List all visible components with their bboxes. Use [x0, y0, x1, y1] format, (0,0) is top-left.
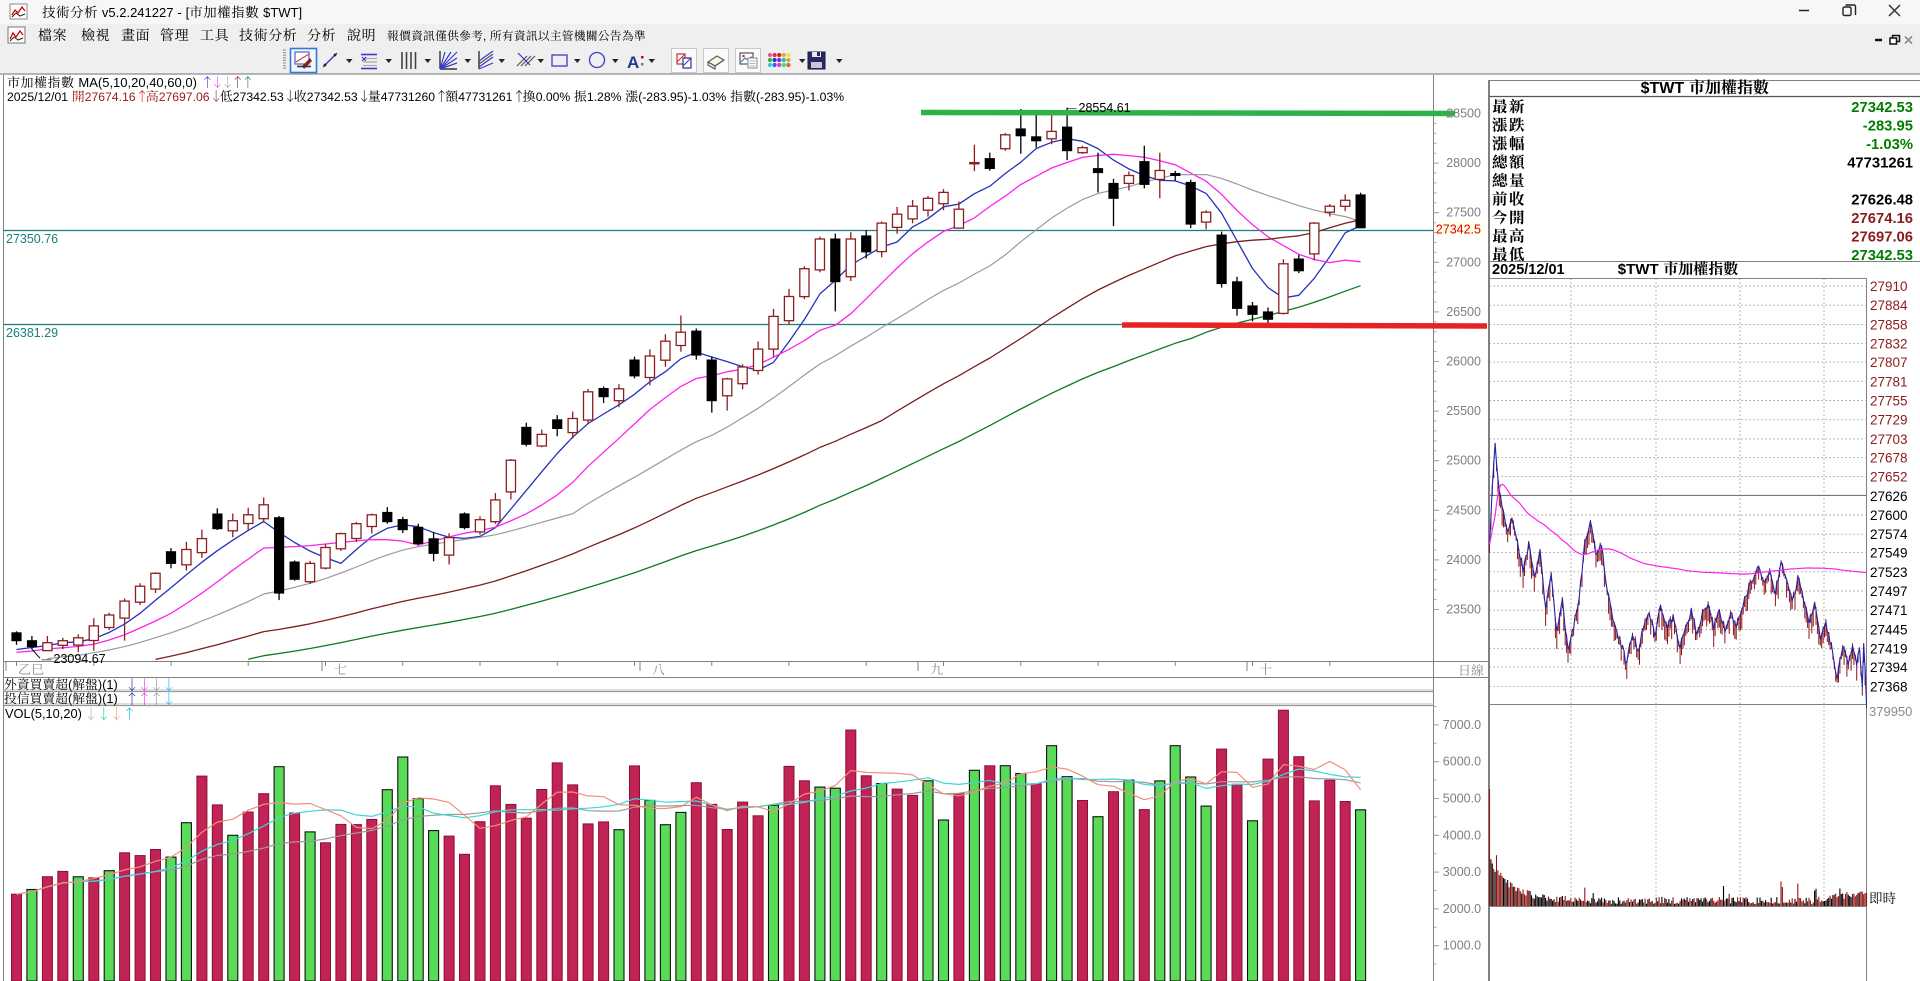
svg-text:)(1): )(1): [98, 677, 118, 692]
svg-text:)(1): )(1): [98, 691, 118, 706]
svg-text:27394: 27394: [1870, 660, 1908, 675]
svg-text:47731261: 47731261: [458, 90, 512, 104]
svg-text:27703: 27703: [1870, 432, 1908, 447]
svg-text:28500: 28500: [1446, 107, 1481, 121]
svg-text:(-283.95)-1.03%: (-283.95)-1.03%: [638, 90, 726, 104]
svg-text:23094.67: 23094.67: [54, 652, 106, 666]
svg-text:27350.76: 27350.76: [6, 232, 58, 246]
svg-text:2025/12/01: 2025/12/01: [7, 90, 68, 104]
svg-text:24000: 24000: [1446, 553, 1481, 567]
svg-text:28000: 28000: [1446, 156, 1481, 170]
svg-text:27549: 27549: [1870, 546, 1908, 561]
svg-text:7000.0: 7000.0: [1443, 718, 1481, 732]
svg-text:27678: 27678: [1870, 450, 1908, 465]
svg-text:27807: 27807: [1870, 355, 1908, 370]
svg-text:3000.0: 3000.0: [1443, 865, 1481, 879]
svg-text:27858: 27858: [1870, 317, 1908, 332]
svg-text:27342.53: 27342.53: [1851, 248, 1913, 264]
svg-text:1000.0: 1000.0: [1443, 939, 1481, 953]
svg-text:27910: 27910: [1870, 279, 1908, 294]
svg-text:379950: 379950: [1869, 704, 1912, 719]
svg-text:27000: 27000: [1446, 255, 1481, 269]
svg-text:27342.5: 27342.5: [1436, 223, 1481, 237]
svg-text:27674.16: 27674.16: [1851, 211, 1913, 227]
svg-text:27626.48: 27626.48: [1851, 193, 1913, 209]
svg-text:27697.06: 27697.06: [1851, 230, 1913, 246]
svg-text:27755: 27755: [1870, 394, 1908, 409]
svg-text:(: (: [68, 691, 73, 706]
svg-text:25500: 25500: [1446, 404, 1481, 418]
svg-text:27342.53: 27342.53: [1851, 100, 1913, 116]
svg-text:25000: 25000: [1446, 454, 1481, 468]
svg-text:MA(5,10,20,40,60,0): MA(5,10,20,40,60,0): [78, 75, 197, 90]
svg-text:27626: 27626: [1870, 489, 1908, 504]
svg-text:2000.0: 2000.0: [1443, 902, 1481, 916]
svg-text:(-283.95)-1.03%: (-283.95)-1.03%: [756, 90, 844, 104]
svg-text:$TWT: $TWT: [1618, 261, 1659, 278]
svg-text:24500: 24500: [1446, 503, 1481, 517]
svg-text:5000.0: 5000.0: [1443, 792, 1481, 806]
svg-text:27574: 27574: [1870, 527, 1908, 542]
svg-text:27729: 27729: [1870, 413, 1908, 428]
svg-text:1.28%: 1.28%: [587, 90, 622, 104]
svg-text:27884: 27884: [1870, 298, 1908, 313]
svg-text:-283.95: -283.95: [1863, 119, 1913, 135]
svg-text:27674.16: 27674.16: [85, 90, 136, 104]
svg-text:2025/12/01: 2025/12/01: [1492, 262, 1565, 278]
svg-text:6000.0: 6000.0: [1443, 755, 1481, 769]
svg-text:v5.2.241227: v5.2.241227: [102, 5, 174, 20]
svg-text:VOL(5,10,20): VOL(5,10,20): [5, 706, 82, 721]
svg-text:27419: 27419: [1870, 642, 1908, 657]
svg-text:4000.0: 4000.0: [1443, 828, 1481, 842]
svg-text:27523: 27523: [1870, 565, 1908, 580]
svg-text:47731261: 47731261: [1847, 156, 1913, 172]
svg-text:27471: 27471: [1870, 603, 1908, 618]
svg-text:[: [: [186, 5, 190, 20]
svg-text:$TWT]: $TWT]: [263, 5, 302, 20]
svg-text:28554.61: 28554.61: [1079, 101, 1131, 115]
svg-text:27497: 27497: [1870, 584, 1908, 599]
svg-text:27500: 27500: [1446, 206, 1481, 220]
svg-text:27600: 27600: [1870, 508, 1908, 523]
svg-text:27342.53: 27342.53: [233, 90, 284, 104]
svg-text:23500: 23500: [1446, 603, 1481, 617]
svg-text:27368: 27368: [1870, 679, 1908, 694]
svg-text:26000: 26000: [1446, 355, 1481, 369]
svg-text:47731260: 47731260: [381, 90, 435, 104]
svg-text:A: A: [627, 53, 639, 72]
svg-text:27781: 27781: [1870, 374, 1908, 389]
svg-text:-: -: [177, 5, 181, 20]
svg-text:27342.53: 27342.53: [307, 90, 358, 104]
svg-text:27697.06: 27697.06: [159, 90, 210, 104]
svg-text:26500: 26500: [1446, 305, 1481, 319]
svg-text:0.00%: 0.00%: [536, 90, 571, 104]
svg-text:(: (: [68, 677, 73, 692]
svg-text:$TWT: $TWT: [1641, 80, 1685, 97]
svg-text:27652: 27652: [1870, 470, 1908, 485]
svg-text:27832: 27832: [1870, 337, 1908, 352]
svg-text:-1.03%: -1.03%: [1866, 137, 1913, 153]
svg-text:26381.29: 26381.29: [6, 326, 58, 340]
svg-text:,: ,: [483, 29, 486, 43]
svg-text:27445: 27445: [1870, 622, 1908, 637]
